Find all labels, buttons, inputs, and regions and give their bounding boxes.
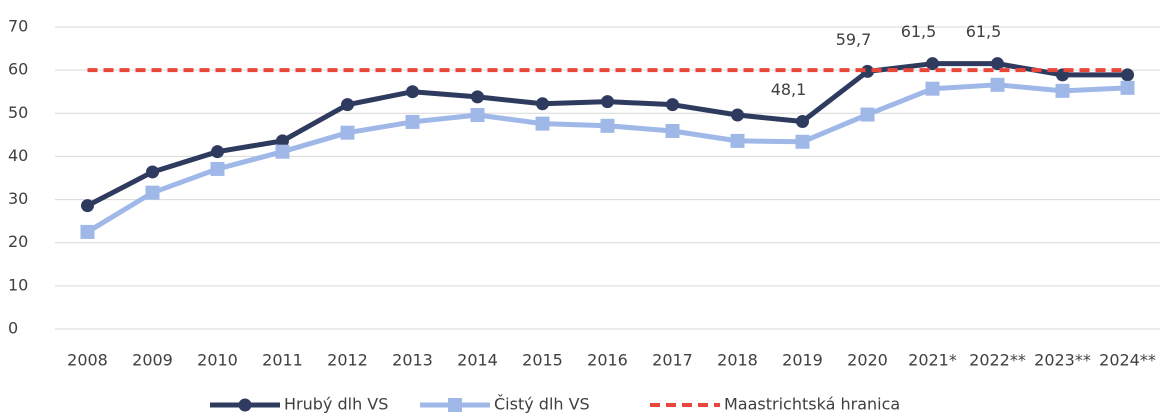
x-tick-label: 2011 xyxy=(262,351,303,370)
marker xyxy=(470,108,485,123)
marker xyxy=(340,125,355,140)
marker xyxy=(276,134,289,148)
marker xyxy=(406,85,419,99)
marker xyxy=(341,98,354,112)
data-label: 48,1 xyxy=(771,80,807,99)
marker xyxy=(795,134,810,149)
y-tick-label: 10 xyxy=(8,275,28,294)
marker xyxy=(601,95,614,109)
marker xyxy=(145,185,160,200)
marker xyxy=(535,116,550,131)
marker xyxy=(211,145,224,159)
marker xyxy=(796,114,809,128)
legend-marker xyxy=(238,398,252,412)
x-tick-label: 2009 xyxy=(132,351,173,370)
x-tick-label: 2014 xyxy=(457,351,498,370)
marker xyxy=(1121,68,1134,82)
marker xyxy=(666,98,679,112)
marker xyxy=(471,90,484,104)
marker xyxy=(665,123,680,138)
marker xyxy=(991,57,1004,71)
data-label: 61,5 xyxy=(901,22,937,41)
marker xyxy=(730,133,745,148)
marker xyxy=(600,118,615,133)
marker xyxy=(731,108,744,122)
marker xyxy=(405,114,420,129)
legend-marker xyxy=(448,398,462,412)
y-tick-label: 40 xyxy=(8,146,28,165)
x-tick-label: 2022** xyxy=(969,351,1026,370)
legend-label: Hrubý dlh VS xyxy=(284,395,388,414)
x-tick-label: 2013 xyxy=(392,351,433,370)
legend-label: Maastrichtská hranica xyxy=(724,395,900,414)
x-tick-label: 2019 xyxy=(782,351,823,370)
x-tick-label: 2023** xyxy=(1034,351,1091,370)
y-tick-label: 30 xyxy=(8,189,28,208)
marker xyxy=(926,57,939,71)
marker xyxy=(925,81,940,96)
marker xyxy=(275,144,290,159)
x-tick-label: 2012 xyxy=(327,351,368,370)
x-tick-label: 2010 xyxy=(197,351,238,370)
marker xyxy=(536,97,549,111)
x-tick-label: 2016 xyxy=(587,351,628,370)
data-label: 59,7 xyxy=(836,30,872,49)
marker xyxy=(146,165,159,179)
marker xyxy=(80,224,95,239)
legend-label: Čistý dlh VS xyxy=(494,395,590,414)
x-tick-label: 2021* xyxy=(908,351,957,370)
x-tick-label: 2008 xyxy=(67,351,108,370)
x-tick-label: 2020 xyxy=(847,351,888,370)
data-label: 61,5 xyxy=(966,22,1002,41)
marker xyxy=(210,161,225,176)
marker xyxy=(860,107,875,122)
y-tick-label: 60 xyxy=(8,60,28,79)
x-tick-label: 2018 xyxy=(717,351,758,370)
y-tick-label: 20 xyxy=(8,232,28,251)
y-tick-label: 0 xyxy=(8,319,18,338)
x-tick-label: 2024** xyxy=(1099,351,1156,370)
x-tick-label: 2017 xyxy=(652,351,693,370)
x-tick-label: 2015 xyxy=(522,351,563,370)
marker xyxy=(1055,83,1070,98)
marker xyxy=(990,77,1005,92)
y-tick-label: 50 xyxy=(8,103,28,122)
y-tick-label: 70 xyxy=(8,17,28,36)
marker xyxy=(81,199,94,213)
marker xyxy=(1120,80,1135,95)
